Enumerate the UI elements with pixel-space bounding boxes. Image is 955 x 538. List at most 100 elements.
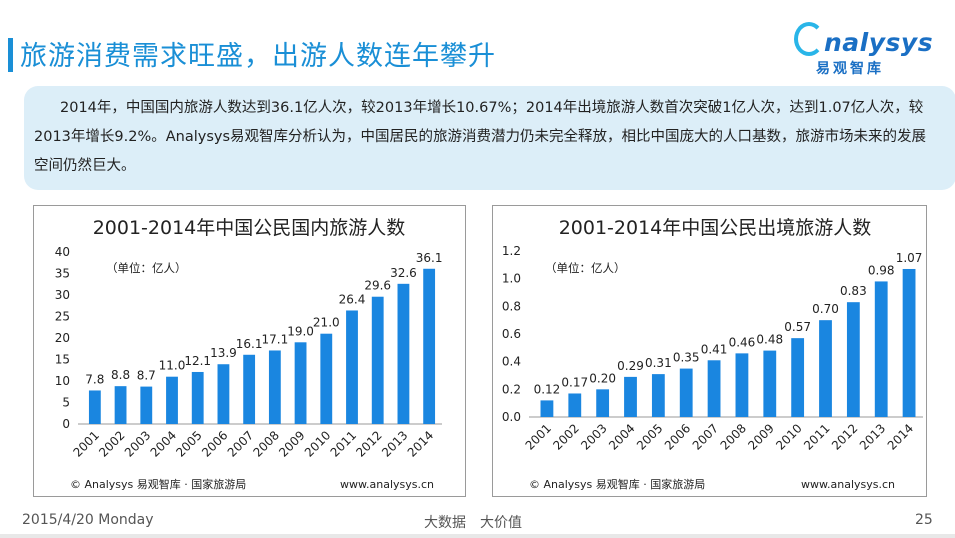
chart-title: 2001-2014年中国公民出境旅游人数 (559, 217, 872, 239)
bar-2006 (217, 364, 230, 424)
y-tick-label: 1.0 (502, 272, 521, 286)
page-title: 旅游消费需求旺盛，出游人数连年攀升 (20, 41, 496, 72)
bar-2004 (166, 376, 178, 424)
y-tick-label: 0.0 (502, 410, 521, 424)
data-label: 0.41 (701, 342, 728, 356)
outbound-tourism-chart: 2001-2014年中国公民出境旅游人数 （单位：亿人） 0.0 0.2 0.4 0.6 0… (502, 217, 923, 491)
x-tick-label: 2010 (302, 428, 333, 459)
data-label: 0.31 (645, 356, 672, 370)
data-label: 0.83 (840, 284, 867, 298)
x-tick-label: 2013 (857, 421, 888, 452)
title-accent-bar (8, 38, 13, 72)
bar-2001 (540, 400, 554, 417)
domestic-tourism-chart: 2001-2014年中国公民国内旅游人数 （单位：亿人） 0 5 10 15 20 25 30 3… (55, 217, 443, 491)
bar-2008 (268, 350, 281, 424)
chart-panel-domestic: 2001-2014年中国公民国内旅游人数 （单位：亿人） 0 5 10 15 20 25 30 3… (33, 205, 466, 497)
bar-2005 (651, 374, 665, 417)
footer-page-number: 25 (915, 512, 933, 528)
data-label: 8.7 (137, 369, 156, 383)
data-label: 0.48 (756, 333, 783, 347)
x-tick-label: 2007 (690, 421, 721, 452)
x-tick-label: 2006 (662, 421, 693, 452)
footer-slogan: 大数据 大价值 (424, 515, 522, 531)
data-label: 0.17 (561, 375, 588, 389)
x-tick-label: 2011 (801, 421, 832, 452)
y-tick-label: 5 (62, 396, 70, 410)
x-tick-label: 2005 (634, 421, 665, 452)
bar-2011 (346, 310, 358, 424)
x-tick-label: 2002 (96, 428, 127, 459)
chart-title: 2001-2014年中国公民国内旅游人数 (93, 217, 406, 239)
x-tick-label: 2001 (523, 421, 554, 452)
chart-website: www.analysys.cn (801, 478, 895, 491)
data-label: 36.1 (416, 251, 443, 265)
bar-2012 (846, 302, 860, 417)
y-tick-label: 30 (55, 288, 70, 302)
bar-2009 (294, 342, 307, 424)
data-label: 0.98 (868, 263, 895, 277)
chart-panel-outbound: 2001-2014年中国公民出境旅游人数 （单位：亿人） 0.0 0.2 0.4 0.6 0… (492, 205, 927, 497)
bar-2014 (902, 268, 916, 417)
summary-box: 2014年，中国国内旅游人数达到36.1亿人次，较2013年增长10.67%；2… (24, 86, 955, 190)
bar-2008 (735, 353, 749, 417)
data-label: 19.0 (287, 324, 314, 338)
data-label: 32.6 (390, 266, 417, 280)
logo-subtitle: 易观智库 (816, 61, 884, 77)
x-tick-label: 2004 (148, 428, 179, 459)
data-label: 1.07 (896, 251, 923, 265)
x-tick-label: 2014 (405, 428, 436, 459)
logo-arc-icon (794, 22, 824, 56)
data-label: 13.9 (210, 346, 237, 360)
logo-wordmark: nalysys (824, 28, 934, 57)
x-tick-label: 2013 (379, 428, 410, 459)
footer-date: 2015/4/20 Monday (22, 512, 154, 528)
data-label: 0.70 (812, 302, 839, 316)
data-label: 0.35 (673, 351, 700, 365)
data-label: 26.4 (339, 292, 366, 306)
x-tick-label: 2005 (173, 428, 204, 459)
y-tick-label: 0.4 (502, 355, 521, 369)
data-label: 12.1 (184, 354, 211, 368)
bar-2010 (320, 333, 333, 424)
y-tick-label: 20 (55, 331, 70, 345)
bar-2004 (624, 376, 637, 417)
bar-2013 (874, 281, 888, 417)
bar-2012 (371, 296, 384, 424)
x-tick-label: 2004 (606, 421, 637, 452)
data-label: 17.1 (261, 332, 288, 346)
y-tick-label: 0.6 (502, 327, 521, 341)
bar-2009 (763, 350, 777, 417)
data-label: 0.20 (589, 371, 616, 385)
data-label: 16.1 (236, 337, 263, 351)
x-tick-label: 2008 (718, 421, 749, 452)
y-tick-label: 1.2 (502, 244, 521, 258)
bar-2002 (114, 386, 127, 424)
bar-2005 (191, 371, 204, 424)
bar-2001 (88, 390, 101, 424)
x-tick-label: 2009 (745, 421, 776, 452)
chart-unit-label: （单位：亿人） (545, 261, 626, 275)
bar-2002 (568, 393, 582, 417)
bar-2003 (596, 389, 610, 417)
bar-2006 (679, 368, 693, 417)
y-tick-label: 35 (55, 267, 70, 281)
data-label: 0.57 (784, 320, 811, 334)
chart-unit-label: （单位：亿人） (106, 261, 187, 275)
chart-source: © Analysys 易观智库 · 国家旅游局 (529, 477, 705, 491)
data-label: 0.12 (534, 382, 561, 396)
summary-text: 2014年，中国国内旅游人数达到36.1亿人次，较2013年增长10.67%；2… (34, 100, 927, 174)
data-label: 8.8 (111, 368, 130, 382)
x-tick-label: 2014 (885, 421, 916, 452)
x-tick-label: 2009 (276, 428, 307, 459)
footer-divider (0, 534, 955, 538)
y-tick-label: 15 (55, 353, 70, 367)
y-tick-label: 25 (55, 310, 70, 324)
x-tick-label: 2012 (353, 428, 384, 459)
y-tick-label: 40 (55, 245, 70, 259)
data-label: 29.6 (364, 279, 391, 293)
data-label: 0.46 (729, 335, 756, 349)
data-label: 7.8 (85, 372, 104, 386)
x-tick-label: 2003 (122, 428, 153, 459)
chart-website: www.analysys.cn (340, 478, 434, 491)
bar-2010 (791, 338, 805, 417)
